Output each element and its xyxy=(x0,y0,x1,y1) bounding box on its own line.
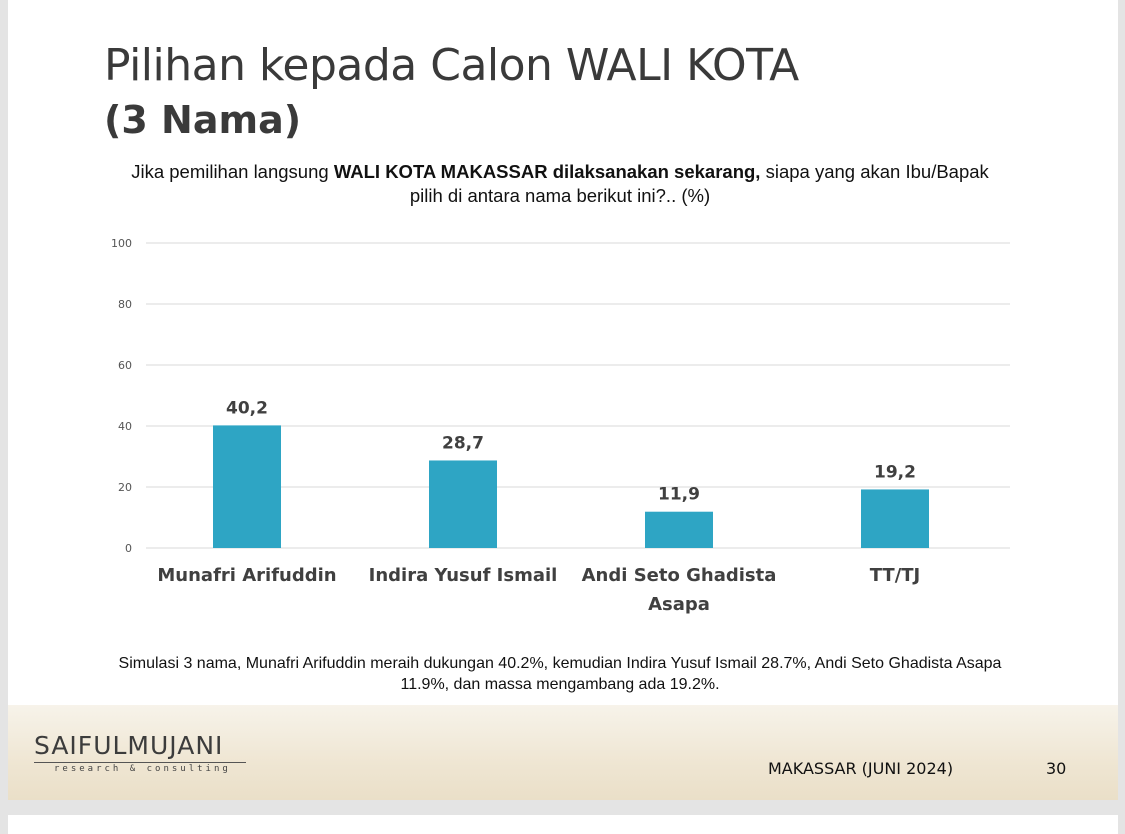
summary-line2: 11.9%, dan massa mengambang ada 19.2%. xyxy=(400,676,720,693)
category-label-line: Indira Yusuf Ismail xyxy=(368,565,558,586)
y-tick-label: 0 xyxy=(125,542,132,555)
bar xyxy=(429,460,497,548)
question-line2: pilih di antara nama berikut ini?.. (%) xyxy=(409,185,711,206)
bar-value-label: 28,7 xyxy=(442,433,484,453)
y-tick-label: 60 xyxy=(118,359,132,372)
bar-value-label: 19,2 xyxy=(874,462,916,482)
category-label-line: Asapa xyxy=(648,594,710,615)
page-number: 30 xyxy=(1046,759,1067,778)
category-label-line: TT/TJ xyxy=(869,565,921,586)
slide-subtitle: (3 Nama) xyxy=(104,98,302,142)
question-part2: siapa yang akan Ibu/Bapak xyxy=(760,161,989,182)
summary-line1: Simulasi 3 nama, Munafri Arifuddin merai… xyxy=(118,655,1002,672)
bar xyxy=(213,425,281,548)
brand-logo: SAIFULMUJANI xyxy=(34,731,224,760)
next-slide-edge xyxy=(8,815,1118,834)
category-label-line: Andi Seto Ghadista xyxy=(581,565,777,586)
category-label: Andi Seto Ghadista Asapa xyxy=(569,561,789,619)
bar xyxy=(645,511,713,548)
bar xyxy=(861,489,929,548)
y-tick-label: 40 xyxy=(118,420,132,433)
brand-tagline: research & consulting xyxy=(54,764,231,774)
bar-value-label: 40,2 xyxy=(226,398,268,418)
question-part1: Jika pemilihan langsung xyxy=(131,161,334,182)
footer-band xyxy=(8,705,1118,800)
slide xyxy=(8,0,1118,800)
logo-divider xyxy=(34,762,246,763)
category-label: TT/TJ xyxy=(785,561,1005,590)
footer-location-date: MAKASSAR (JUNI 2024) xyxy=(768,759,954,778)
summary-text: Simulasi 3 nama, Munafri Arifuddin merai… xyxy=(60,653,1060,695)
survey-question: Jika pemilihan langsung WALI KOTA MAKASS… xyxy=(60,160,1060,208)
bar-value-label: 11,9 xyxy=(658,485,700,505)
y-tick-label: 20 xyxy=(118,481,132,494)
category-label-line: Munafri Arifuddin xyxy=(157,565,337,586)
slide-title: Pilihan kepada Calon WALI KOTA xyxy=(104,40,799,91)
y-tick-label: 80 xyxy=(118,298,132,311)
y-tick-label: 100 xyxy=(111,237,132,250)
category-label: Indira Yusuf Ismail xyxy=(353,561,573,590)
category-label: Munafri Arifuddin xyxy=(137,561,357,590)
question-bold: WALI KOTA MAKASSAR dilaksanakan sekarang… xyxy=(333,161,761,182)
